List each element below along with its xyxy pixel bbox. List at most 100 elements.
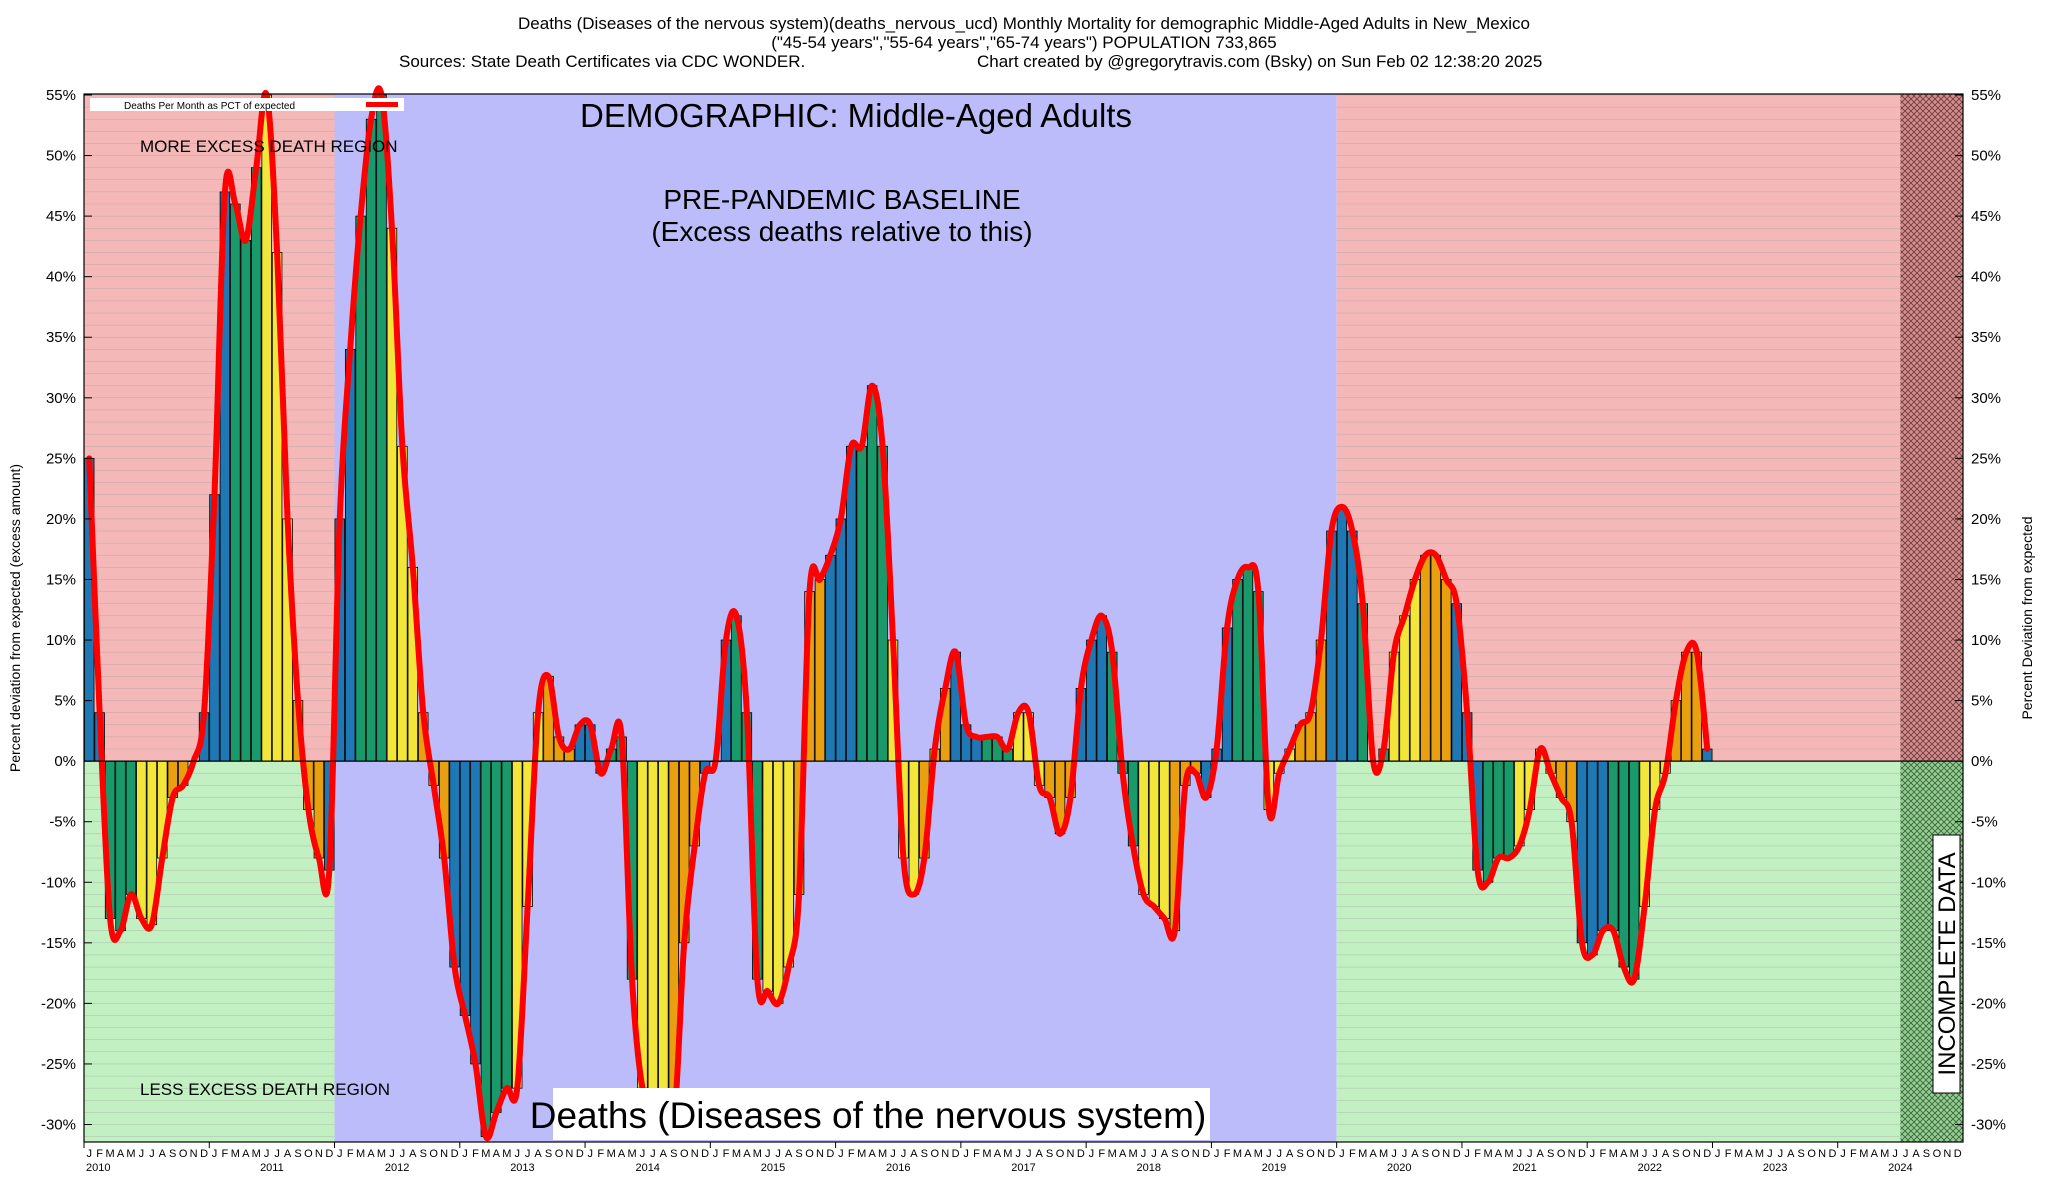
ytick-label-right: 5% (1971, 693, 1993, 710)
xtick-month-label: O (1306, 1148, 1315, 1160)
ytick-label-left: 55% (46, 87, 76, 104)
xtick-month-label: J (765, 1148, 771, 1160)
xtick-month-label: M (1609, 1148, 1618, 1160)
ytick-label-left: -15% (41, 935, 76, 952)
xtick-month-label: M (1504, 1148, 1513, 1160)
xtick-month-label: F (1349, 1148, 1356, 1160)
xtick-month-label: J (1517, 1148, 1523, 1160)
y-axis-label-left: Percent deviation from expected (excess … (7, 464, 23, 772)
xtick-month-label: O (555, 1148, 564, 1160)
xtick-month-label: J (1527, 1148, 1533, 1160)
bar-month (136, 760, 147, 919)
xtick-month-label: M (481, 1148, 490, 1160)
xtick-month-label: A (534, 1148, 542, 1160)
xtick-month-label: N (1442, 1148, 1450, 1160)
xtick-month-label: A (1495, 1148, 1503, 1160)
bar-month (1399, 615, 1410, 762)
xtick-month-label: A (1119, 1148, 1127, 1160)
ytick-label-right: -15% (1971, 935, 2006, 952)
xtick-month-label: M (878, 1148, 887, 1160)
xtick-month-label: J (1026, 1148, 1032, 1160)
bar-month (1441, 579, 1452, 762)
xtick-month-label: N (1317, 1148, 1325, 1160)
ytick-label-right: 50% (1971, 148, 2001, 165)
xtick-month-label: A (660, 1148, 668, 1160)
y-axis-label-right: Percent Deviation from expected (2019, 516, 2035, 719)
bar-month (501, 760, 512, 1089)
xtick-month-label: J (650, 1148, 656, 1160)
bar-month (240, 239, 252, 762)
xtick-month-label: F (723, 1148, 730, 1160)
xtick-month-label: J (775, 1148, 781, 1160)
xtick-month-label: N (941, 1148, 949, 1160)
bar-month (908, 760, 920, 895)
xtick-month-label: S (795, 1148, 802, 1160)
ytick-label-right: 55% (1971, 87, 2001, 104)
xtick-month-label: O (930, 1148, 939, 1160)
xtick-month-label: M (857, 1148, 866, 1160)
xtick-month-label: F (848, 1148, 855, 1160)
annotation-less-excess: LESS EXCESS DEATH REGION (140, 1080, 390, 1099)
ytick-label-right: 45% (1971, 208, 2001, 225)
xtick-month-label: A (1244, 1148, 1252, 1160)
xtick-year-label: 2021 (1512, 1162, 1536, 1174)
bar-month (658, 760, 669, 1101)
xtick-month-label: A (994, 1148, 1002, 1160)
xtick-year-label: 2016 (886, 1162, 910, 1174)
xtick-month-label: J (337, 1148, 343, 1160)
ytick-label-right: 25% (1971, 450, 2001, 467)
xtick-month-label: D (701, 1148, 709, 1160)
ytick-label-left: -5% (49, 814, 76, 831)
xtick-month-label: F (1224, 1148, 1231, 1160)
bar-month (856, 445, 867, 762)
xtick-month-label: J (1402, 1148, 1408, 1160)
annotation-cause: Deaths (Diseases of the nervous system) (530, 1095, 1207, 1136)
xtick-month-label: D (576, 1148, 584, 1160)
ytick-label-right: -5% (1971, 814, 1998, 831)
xtick-month-label: D (1954, 1148, 1962, 1160)
xtick-month-label: J (963, 1148, 969, 1160)
xtick-month-label: F (347, 1148, 354, 1160)
xtick-month-label: A (493, 1148, 501, 1160)
xtick-month-label: S (545, 1148, 552, 1160)
xtick-month-label: J (901, 1148, 907, 1160)
xtick-month-label: O (1181, 1148, 1190, 1160)
xtick-month-label: J (212, 1148, 218, 1160)
xtick-month-label: M (106, 1148, 115, 1160)
ytick-label-left: 20% (46, 511, 76, 528)
xtick-month-label: A (242, 1148, 250, 1160)
bar-month (1503, 760, 1515, 859)
xtick-month-label: J (400, 1148, 406, 1160)
bar-month (783, 760, 794, 968)
xtick-month-label: S (921, 1148, 928, 1160)
xtick-month-label: N (315, 1148, 323, 1160)
xtick-month-label: M (1859, 1148, 1868, 1160)
xtick-month-label: A (159, 1148, 167, 1160)
xtick-month-label: M (982, 1148, 991, 1160)
bar-month (1420, 554, 1431, 762)
xtick-month-label: A (284, 1148, 292, 1160)
bar-month (1232, 579, 1243, 762)
bar-month (846, 445, 857, 762)
xtick-month-label: S (169, 1148, 176, 1160)
xtick-month-label: M (1379, 1148, 1388, 1160)
xtick-month-label: D (826, 1148, 834, 1160)
xtick-month-label: S (670, 1148, 677, 1160)
xtick-month-label: M (1358, 1148, 1367, 1160)
xtick-month-label: F (472, 1148, 479, 1160)
xtick-month-label: A (1787, 1148, 1795, 1160)
xtick-month-label: A (1286, 1148, 1294, 1160)
xtick-month-label: M (1880, 1148, 1889, 1160)
bar-month (355, 215, 366, 762)
xtick-month-label: A (1912, 1148, 1920, 1160)
xtick-year-label: 2024 (1888, 1162, 1912, 1174)
xtick-month-label: O (1432, 1148, 1441, 1160)
xtick-month-label: A (1370, 1148, 1378, 1160)
xtick-month-label: D (451, 1148, 459, 1160)
xtick-month-label: A (1161, 1148, 1169, 1160)
xtick-month-label: N (440, 1148, 448, 1160)
xtick-month-label: J (1277, 1148, 1283, 1160)
xtick-month-label: S (1547, 1148, 1554, 1160)
xtick-month-label: J (1016, 1148, 1022, 1160)
xtick-month-label: J (149, 1148, 155, 1160)
